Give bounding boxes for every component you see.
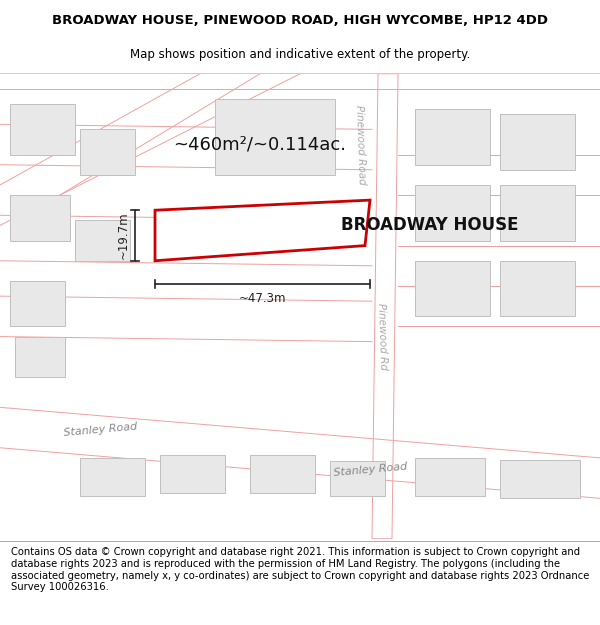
Text: Contains OS data © Crown copyright and database right 2021. This information is : Contains OS data © Crown copyright and d… [11, 548, 589, 592]
Text: ~19.7m: ~19.7m [116, 212, 130, 259]
Bar [80, 458, 145, 496]
Bar [10, 104, 75, 154]
Bar [80, 129, 135, 175]
Bar [500, 114, 575, 170]
Text: Stanley Road: Stanley Road [333, 462, 407, 478]
Bar [160, 455, 225, 493]
Bar [500, 460, 580, 498]
Bar [10, 281, 65, 326]
Text: ~47.3m: ~47.3m [239, 292, 286, 304]
Bar [250, 455, 315, 493]
Text: BROADWAY HOUSE: BROADWAY HOUSE [341, 216, 519, 234]
Bar [500, 261, 575, 316]
Text: Pinewood Road: Pinewood Road [353, 104, 367, 184]
Bar [15, 337, 65, 377]
Bar [10, 195, 70, 241]
Text: Map shows position and indicative extent of the property.: Map shows position and indicative extent… [130, 48, 470, 61]
Bar [415, 185, 490, 241]
Text: ~460m²/~0.114ac.: ~460m²/~0.114ac. [173, 136, 347, 154]
Bar [75, 221, 130, 261]
Bar [415, 261, 490, 316]
Polygon shape [372, 74, 398, 539]
Bar [330, 461, 385, 496]
Text: Pinewood Rd: Pinewood Rd [376, 303, 388, 370]
Polygon shape [155, 200, 370, 261]
Text: Stanley Road: Stanley Road [63, 421, 137, 437]
Bar [415, 109, 490, 165]
Text: BROADWAY HOUSE, PINEWOOD ROAD, HIGH WYCOMBE, HP12 4DD: BROADWAY HOUSE, PINEWOOD ROAD, HIGH WYCO… [52, 14, 548, 27]
Bar [500, 185, 575, 241]
Bar [215, 99, 335, 175]
Bar [415, 458, 485, 496]
